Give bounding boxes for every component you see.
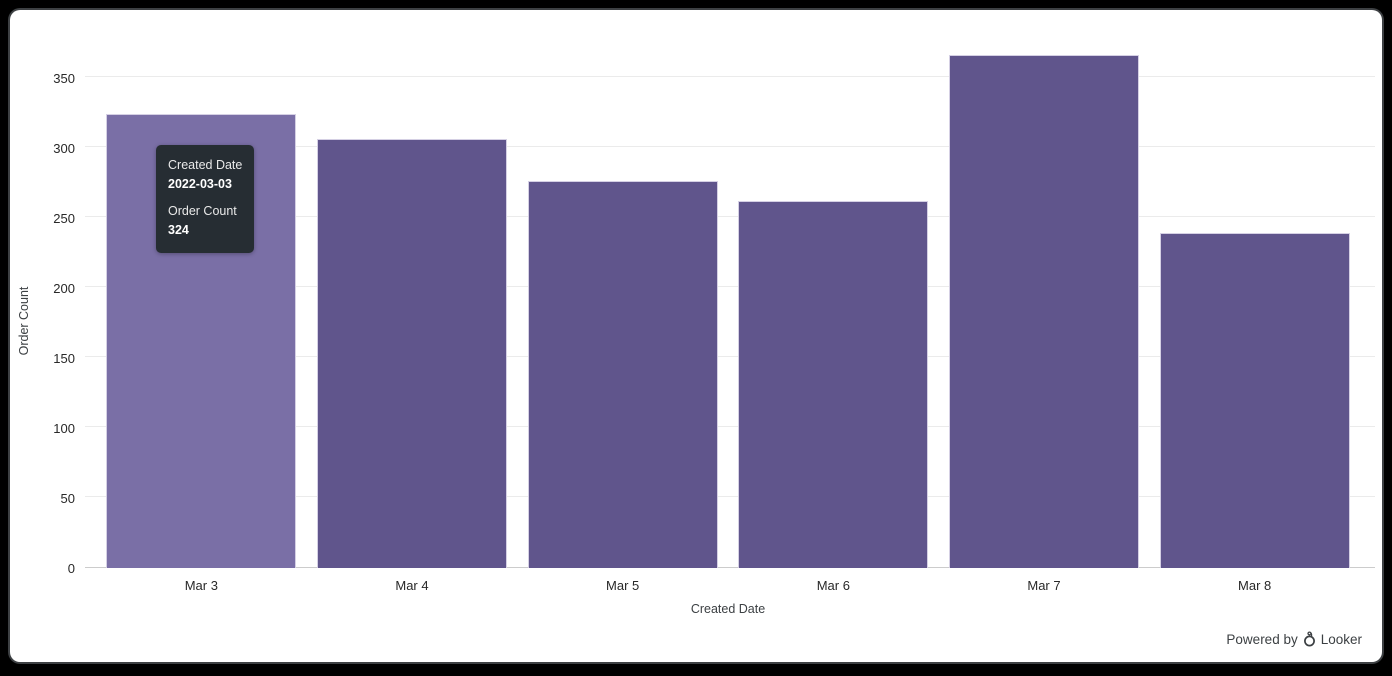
y-axis-title: Order Count bbox=[17, 286, 31, 356]
bar-mar-8[interactable] bbox=[1159, 233, 1350, 568]
bar-mar-5[interactable] bbox=[527, 181, 718, 568]
x-axis-tick-mar-3: Mar 3 bbox=[184, 578, 218, 593]
bar-mar-7[interactable] bbox=[949, 55, 1139, 568]
y-axis-tick-200: 200 bbox=[53, 280, 75, 296]
chart-plot-area bbox=[96, 40, 1360, 568]
bar-mar-3[interactable] bbox=[106, 114, 297, 568]
gridline-y-150 bbox=[85, 355, 1375, 357]
gridline-y-350 bbox=[85, 75, 1375, 77]
y-axis-tick-300: 300 bbox=[53, 140, 75, 156]
y-axis-tick-0: 0 bbox=[67, 561, 75, 576]
gridline-y-300 bbox=[85, 145, 1375, 147]
y-axis-tick-350: 350 bbox=[53, 70, 75, 86]
x-axis-tick-mar-7: Mar 7 bbox=[1027, 578, 1061, 593]
y-axis-tick-150: 150 bbox=[53, 350, 75, 366]
looker-logo-icon bbox=[1302, 631, 1317, 648]
powered-by-looker-link[interactable]: Powered by Looker bbox=[1226, 631, 1362, 648]
y-axis-tick-250: 250 bbox=[53, 210, 75, 226]
y-axis-tick-100: 100 bbox=[53, 420, 75, 436]
powered-by-text: Powered by bbox=[1226, 632, 1298, 647]
gridline-y-100 bbox=[85, 425, 1375, 427]
gridline-y-200 bbox=[85, 285, 1375, 287]
x-axis-title: Created Date bbox=[690, 602, 766, 616]
x-axis-tick-mar-5: Mar 5 bbox=[606, 578, 640, 593]
gridline-y-50 bbox=[85, 495, 1375, 497]
chart-grid-area bbox=[85, 40, 1375, 568]
bar-chart: Order Count Created Date Created Date 20… bbox=[10, 10, 1382, 662]
bar-mar-6[interactable] bbox=[738, 201, 929, 568]
brand-text: Looker bbox=[1320, 632, 1362, 647]
y-axis-tick-50: 50 bbox=[60, 490, 75, 506]
looker-visualization-window: Order Count Created Date Created Date 20… bbox=[10, 10, 1382, 662]
x-axis-tick-mar-6: Mar 6 bbox=[816, 578, 850, 593]
gridline-y-250 bbox=[85, 215, 1375, 217]
x-axis-tick-mar-4: Mar 4 bbox=[395, 578, 429, 593]
x-axis-tick-mar-8: Mar 8 bbox=[1238, 578, 1272, 593]
bar-mar-4[interactable] bbox=[317, 139, 507, 568]
